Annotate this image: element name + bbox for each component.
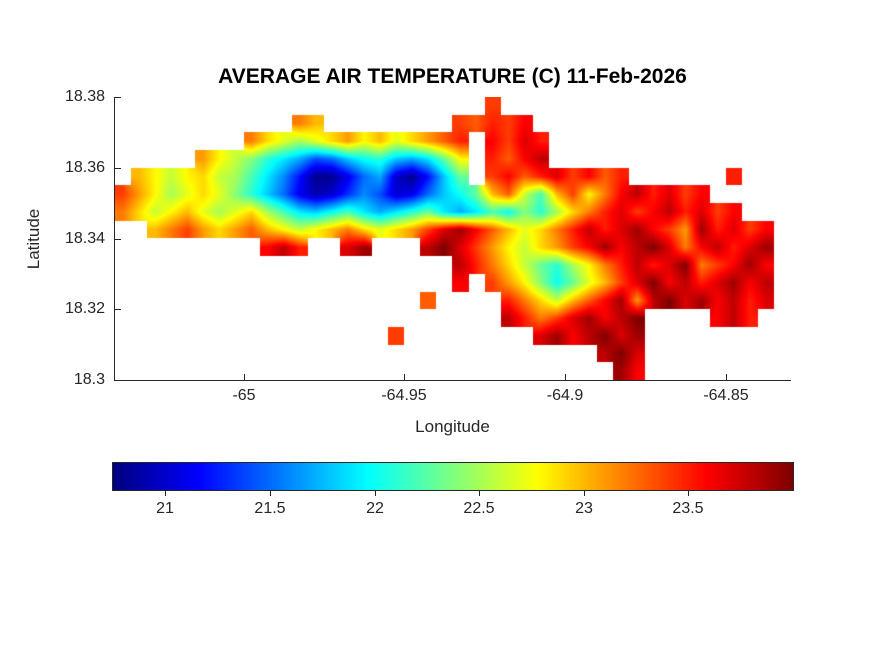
colorbar-tick-label: 22.5 xyxy=(463,500,495,517)
colorbar-tick-mark xyxy=(584,491,585,496)
colorbar-tick-mark xyxy=(479,491,480,496)
x-tick-mark xyxy=(244,374,245,380)
x-tick-label: -64.95 xyxy=(381,387,427,404)
x-tick-mark xyxy=(565,374,566,380)
y-tick-mark xyxy=(115,380,121,381)
y-tick-mark xyxy=(115,239,121,240)
colorbar-tick-label: 21 xyxy=(156,500,174,517)
colorbar-tick-mark xyxy=(270,491,271,496)
x-tick-label: -65 xyxy=(232,387,256,404)
temperature-heatmap xyxy=(115,97,790,380)
y-tick-mark xyxy=(115,97,121,98)
y-tick-mark xyxy=(115,309,121,310)
colorbar-tick-label: 21.5 xyxy=(254,500,286,517)
colorbar-tick-mark xyxy=(688,491,689,496)
y-axis-label: Latitude xyxy=(24,208,43,270)
x-tick-label: -64.85 xyxy=(703,387,749,404)
x-tick-label: -64.9 xyxy=(546,387,584,404)
colorbar-tick-label: 23 xyxy=(575,500,593,517)
y-tick-label: 18.32 xyxy=(64,300,105,317)
y-tick-label: 18.34 xyxy=(64,230,105,247)
colorbar-tick-label: 22 xyxy=(366,500,384,517)
chart-title: AVERAGE AIR TEMPERATURE (C) 11-Feb-2026 xyxy=(218,65,687,88)
x-tick-mark xyxy=(726,374,727,380)
colorbar-frame xyxy=(112,462,794,491)
colorbar xyxy=(113,463,793,490)
y-tick-mark xyxy=(115,168,121,169)
y-tick-label: 18.38 xyxy=(64,88,105,105)
colorbar-tick-mark xyxy=(375,491,376,496)
colorbar-tick-label: 23.5 xyxy=(672,500,704,517)
colorbar-tick-mark xyxy=(165,491,166,496)
x-axis-label: Longitude xyxy=(415,417,490,436)
x-tick-mark xyxy=(404,374,405,380)
y-tick-label: 18.3 xyxy=(73,371,105,388)
y-tick-label: 18.36 xyxy=(64,159,105,176)
